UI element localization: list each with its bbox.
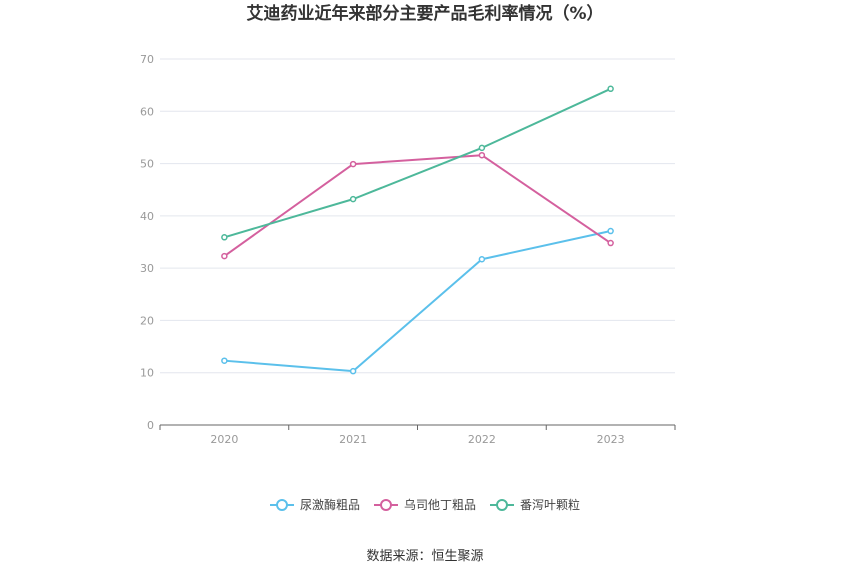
series-line-3 bbox=[224, 87, 612, 239]
legend-item-2[interactable]: 乌司他丁粗品 bbox=[373, 496, 476, 513]
x-tick-label: 2022 bbox=[468, 433, 496, 446]
y-tick-label: 0 bbox=[147, 419, 154, 432]
y-tick-label: 50 bbox=[140, 158, 154, 171]
x-tick-label: 2023 bbox=[597, 433, 625, 446]
series-line-1 bbox=[224, 230, 611, 373]
data-point bbox=[478, 256, 486, 263]
y-tick-label: 30 bbox=[140, 262, 154, 275]
legend-item-1[interactable]: 尿激酶粗品 bbox=[269, 496, 360, 513]
data-point bbox=[221, 234, 228, 241]
legend-item-3[interactable]: 番泻叶颗粒 bbox=[490, 496, 580, 513]
data-point bbox=[607, 227, 614, 235]
data-point bbox=[478, 151, 486, 159]
x-tick-label: 2021 bbox=[339, 433, 367, 446]
chart-legend: 尿激酶粗品 乌司他丁粗品 番泻叶颗粒 bbox=[0, 496, 850, 513]
data-point bbox=[607, 239, 614, 247]
y-tick-label: 60 bbox=[140, 105, 154, 118]
data-point bbox=[221, 252, 228, 260]
legend-label: 番泻叶颗粒 bbox=[520, 498, 581, 512]
data-point bbox=[349, 160, 357, 168]
legend-label: 尿激酶粗品 bbox=[299, 498, 360, 512]
data-point bbox=[221, 357, 228, 364]
data-point bbox=[349, 367, 357, 375]
y-tick-label: 20 bbox=[140, 314, 154, 327]
data-point bbox=[607, 85, 614, 93]
legend-label: 乌司他丁粗品 bbox=[403, 498, 476, 512]
data-point bbox=[349, 195, 357, 203]
line-chart: 0 10 20 30 40 50 60 70 2020 2021 2022 2023 bbox=[140, 53, 676, 446]
legend-swatch bbox=[373, 498, 398, 511]
x-tick-label: 2020 bbox=[210, 433, 238, 446]
chart-title: 艾迪药业近年来部分主要产品毛利率情况（%） bbox=[246, 4, 604, 24]
y-tick-label: 40 bbox=[140, 210, 154, 223]
data-source: 数据来源：恒生聚源 bbox=[366, 549, 484, 564]
legend-swatch bbox=[490, 498, 514, 511]
legend-swatch bbox=[269, 498, 294, 511]
y-tick-label: 70 bbox=[140, 53, 154, 66]
data-point bbox=[478, 144, 486, 152]
series-line-2 bbox=[223, 154, 612, 257]
y-tick-label: 10 bbox=[140, 367, 154, 380]
